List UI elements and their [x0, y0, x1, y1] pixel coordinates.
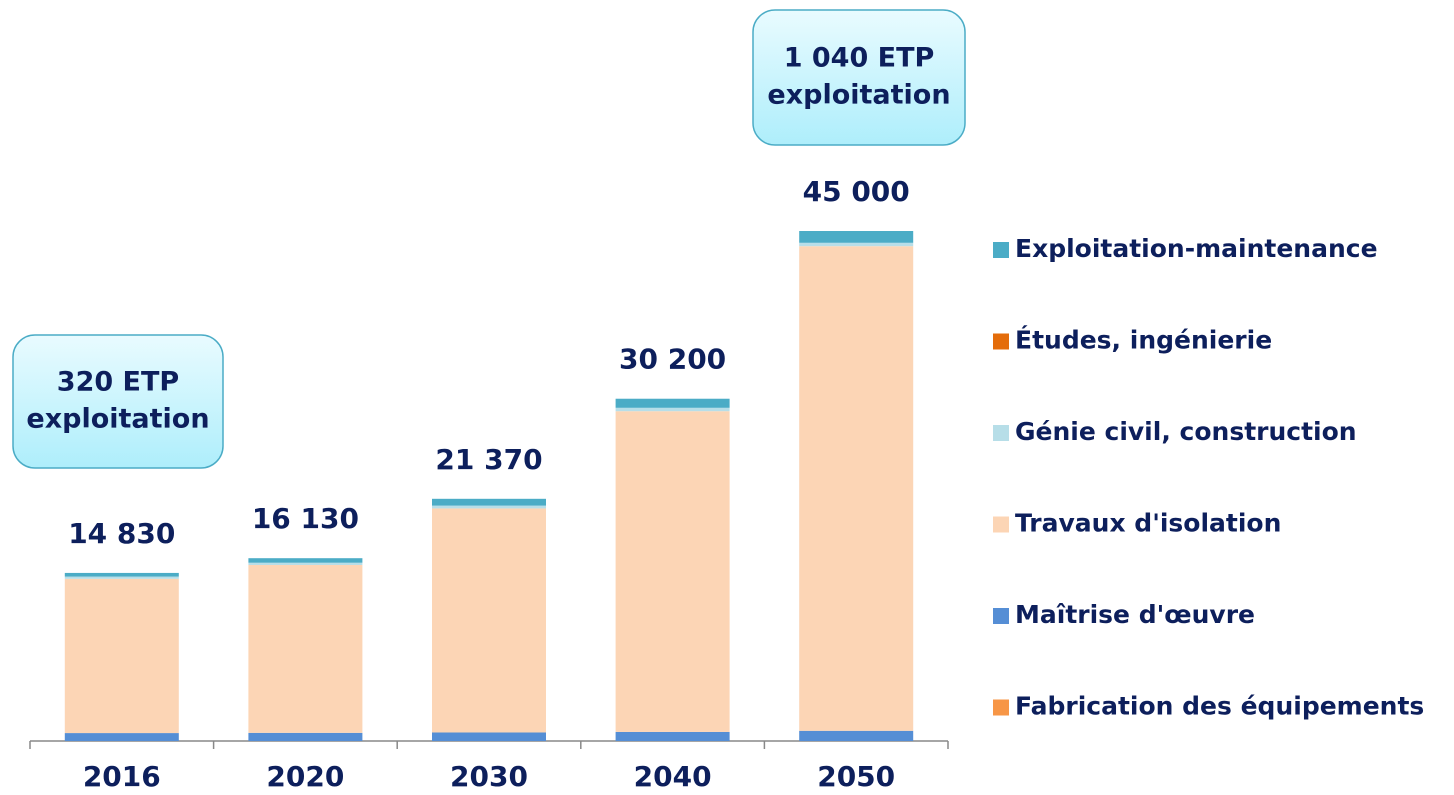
- bar-segment: [432, 508, 546, 733]
- total-label: 16 130: [252, 502, 359, 535]
- callout-text: 320 ETP: [57, 367, 179, 398]
- callout-box: [752, 9, 966, 146]
- bar-segment: [64, 733, 179, 741]
- bar-segment: [799, 231, 914, 243]
- legend-label: Génie civil, construction: [1015, 417, 1357, 446]
- x-tick-label: 2020: [266, 760, 344, 793]
- legend-swatch: [993, 242, 1009, 258]
- legend-swatch: [993, 608, 1009, 624]
- bar-segment: [432, 505, 546, 509]
- bar-segment: [248, 732, 363, 741]
- legend-label: Maîtrise d'œuvre: [1015, 600, 1255, 629]
- bar-segment: [615, 407, 730, 412]
- callout-text: 1 040 ETP: [784, 43, 935, 74]
- bar-segment: [615, 411, 730, 732]
- callout-box: [12, 334, 224, 469]
- total-label: 14 830: [68, 517, 175, 550]
- bar-segment: [248, 564, 363, 733]
- legend-swatch: [993, 516, 1009, 533]
- bar-segment: [64, 572, 179, 577]
- bar-segment: [799, 246, 914, 731]
- legend-label: Travaux d'isolation: [1015, 509, 1281, 538]
- x-tick-label: 2016: [83, 760, 161, 793]
- bar-segment: [248, 558, 363, 563]
- bar-segment: [799, 242, 914, 247]
- bar-segment: [432, 498, 546, 506]
- total-label: 30 200: [619, 343, 726, 376]
- legend-label: Exploitation-maintenance: [1015, 234, 1378, 263]
- bar-segment: [799, 730, 914, 741]
- bar-segment: [615, 731, 730, 741]
- bar-segment: [248, 562, 363, 565]
- x-tick-label: 2040: [634, 760, 712, 793]
- bar-segment: [64, 576, 179, 579]
- total-label: 21 370: [435, 443, 542, 476]
- bar-segment: [64, 578, 179, 734]
- x-tick-label: 2030: [450, 760, 528, 793]
- callout-text: exploitation: [26, 404, 209, 435]
- legend-label: Fabrication des équipements: [1015, 692, 1424, 721]
- legend-swatch: [993, 333, 1009, 350]
- legend-swatch: [993, 699, 1009, 716]
- legend-label: Études, ingénierie: [1015, 326, 1272, 355]
- callout-text: exploitation: [767, 80, 950, 111]
- x-tick-label: 2050: [817, 760, 895, 793]
- total-label: 45 000: [803, 175, 910, 208]
- legend-swatch: [993, 425, 1009, 441]
- bar-segment: [615, 398, 730, 408]
- bar-segment: [432, 732, 546, 741]
